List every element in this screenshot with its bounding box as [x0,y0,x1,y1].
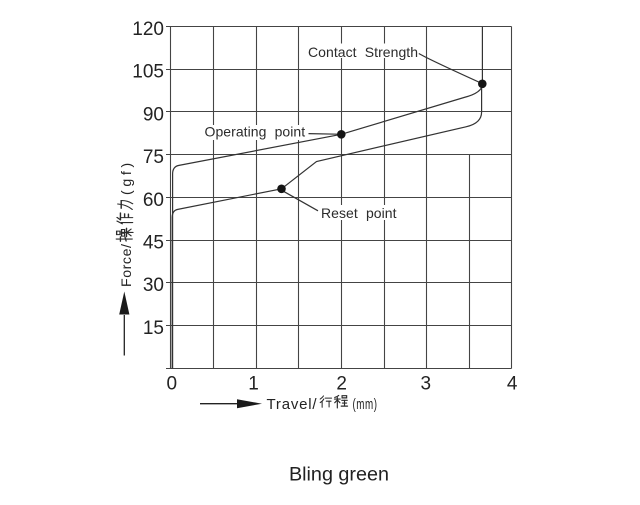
svg-text:Force/: Force/ [119,243,135,287]
svg-text:90: 90 [143,104,164,125]
svg-text:Contact Strength: Contact Strength [308,44,418,60]
svg-text:Reset point: Reset point [321,205,397,221]
svg-text:75: 75 [143,147,164,168]
svg-text:Travel/: Travel/ [267,396,318,413]
svg-text:105: 105 [132,62,164,83]
svg-text:2: 2 [336,373,347,394]
svg-text:30: 30 [143,275,164,296]
svg-text:45: 45 [143,233,164,254]
svg-text:60: 60 [143,190,164,211]
svg-text:Operating point: Operating point [205,124,306,140]
svg-text:(gf): (gf) [119,159,135,195]
svg-text:4: 4 [507,373,518,394]
svg-text:15: 15 [143,318,164,339]
svg-text:1: 1 [248,373,259,394]
svg-text:Bling green: Bling green [289,463,389,485]
svg-text:120: 120 [132,19,164,40]
svg-text:(mm): (mm) [353,396,378,413]
svg-text:3: 3 [421,373,432,394]
svg-text:0: 0 [167,373,178,394]
